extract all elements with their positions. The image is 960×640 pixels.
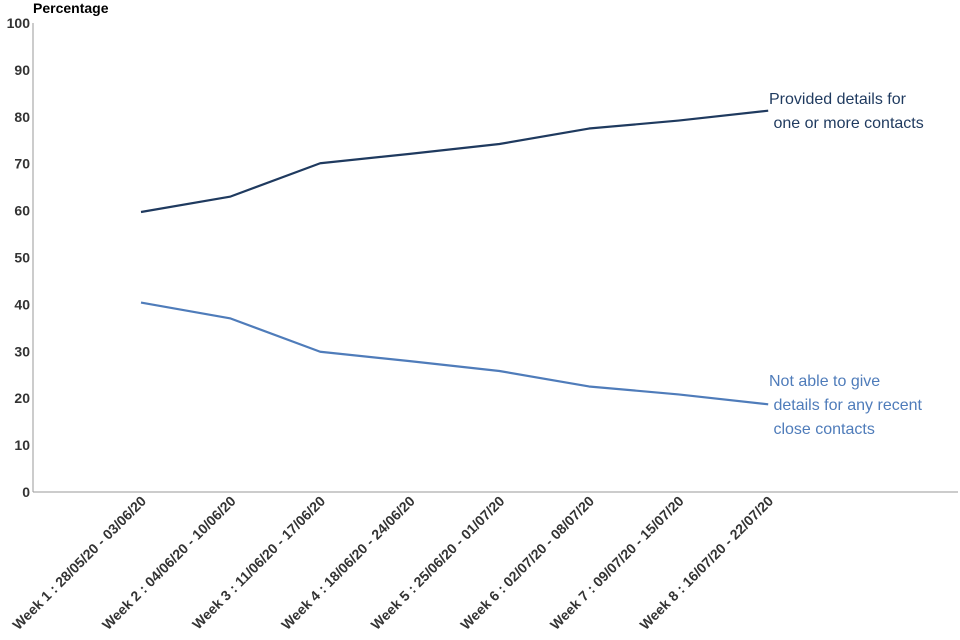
- y-tick-label: 40: [14, 296, 30, 312]
- series-labels: Provided details for one or more contact…: [769, 91, 924, 438]
- y-axis-title: Percentage: [33, 0, 109, 16]
- series-lines: [140, 109, 769, 406]
- y-tick-label: 0: [22, 484, 30, 500]
- y-tick-label: 100: [7, 15, 31, 31]
- series-label-1: Provided details for one or more contact…: [769, 91, 924, 132]
- y-tick-label: 30: [14, 343, 30, 359]
- y-tick-labels: 0 10 20 30 40 50 60 70 80 90 100: [7, 15, 31, 500]
- series-line-2: [140, 301, 769, 406]
- y-tick-label: 90: [14, 62, 30, 78]
- y-tick-label: 50: [14, 250, 30, 266]
- y-tick-label: 20: [14, 390, 30, 406]
- y-tick-label: 60: [14, 203, 30, 219]
- series-line-1: [140, 109, 769, 214]
- y-tick-label: 10: [14, 437, 30, 453]
- y-tick-label: 80: [14, 109, 30, 125]
- series-label-2: Not able to give details for any recent …: [769, 373, 923, 438]
- y-tick-label: 70: [14, 156, 30, 172]
- axes: [32, 23, 958, 493]
